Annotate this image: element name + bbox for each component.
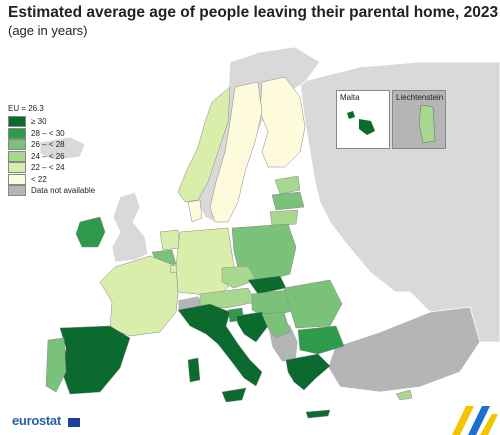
croatia [235, 311, 269, 343]
legend-label: 26 – < 28 [31, 140, 65, 149]
serbia-region [261, 311, 291, 339]
legend-label: 24 – < 26 [31, 151, 65, 161]
legend-item: ≥ 30 [8, 116, 95, 127]
sicily [221, 387, 247, 403]
eu-flag-icon [68, 418, 80, 427]
turkey [327, 306, 481, 393]
legend-swatch [8, 150, 26, 162]
map-title: Estimated average age of people leaving … [8, 4, 499, 21]
legend-item: 26 – < 28 [8, 139, 95, 150]
norway-coast [177, 86, 231, 203]
legend-label: Data not available [31, 186, 96, 195]
latvia [271, 191, 305, 211]
lithuania [269, 209, 299, 227]
legend-swatch [8, 173, 26, 185]
legend-item: 22 – < 24 [8, 162, 95, 173]
legend-swatch [8, 127, 26, 139]
netherlands [159, 229, 181, 251]
greece [285, 353, 331, 391]
bulgaria [297, 325, 345, 355]
czechia [221, 265, 257, 289]
france [99, 255, 179, 337]
legend-label: 22 – < 24 [31, 163, 65, 172]
malta-inset: Malta [336, 90, 390, 149]
austria [199, 287, 257, 309]
legend: EU = 26.3 ≥ 30 28 – < 30 26 – < 28 24 – … [8, 104, 95, 197]
estonia [274, 175, 301, 195]
luxembourg [169, 264, 178, 274]
sweden [209, 81, 263, 223]
legend-swatch [8, 139, 26, 150]
malta-shape [347, 111, 375, 135]
legend-item: Data not available [8, 185, 95, 196]
crete [305, 409, 331, 419]
legend-swatch [8, 185, 26, 196]
legend-item: 24 – < 26 [8, 150, 95, 162]
italy [177, 303, 263, 387]
romania [283, 279, 343, 329]
legend-item: 28 – < 30 [8, 127, 95, 139]
ireland [75, 216, 106, 248]
legend-label: < 22 [31, 174, 47, 184]
legend-swatch [8, 116, 26, 127]
legend-item: < 22 [8, 173, 95, 185]
liechtenstein-label: Liechtenstein [396, 93, 444, 102]
decorative-stripes-icon [452, 406, 498, 435]
finland [259, 76, 306, 168]
spain [59, 325, 131, 395]
portugal [45, 337, 67, 393]
cyprus [395, 389, 413, 401]
europe-map [39, 46, 500, 419]
liechtenstein-shape [418, 104, 436, 144]
liechtenstein-inset: Liechtenstein [392, 90, 446, 149]
map-subtitle: (age in years) [8, 23, 88, 38]
germany [175, 227, 237, 297]
eurostat-logo: eurostat [12, 413, 61, 428]
legend-label: 28 – < 30 [31, 128, 65, 138]
legend-label: ≥ 30 [31, 117, 47, 126]
malta-label: Malta [340, 93, 360, 102]
legend-title: EU = 26.3 [8, 104, 44, 113]
iceland [39, 136, 86, 161]
sardinia [187, 357, 201, 383]
denmark [187, 199, 203, 223]
legend-swatch [8, 162, 26, 173]
uk [111, 191, 149, 263]
